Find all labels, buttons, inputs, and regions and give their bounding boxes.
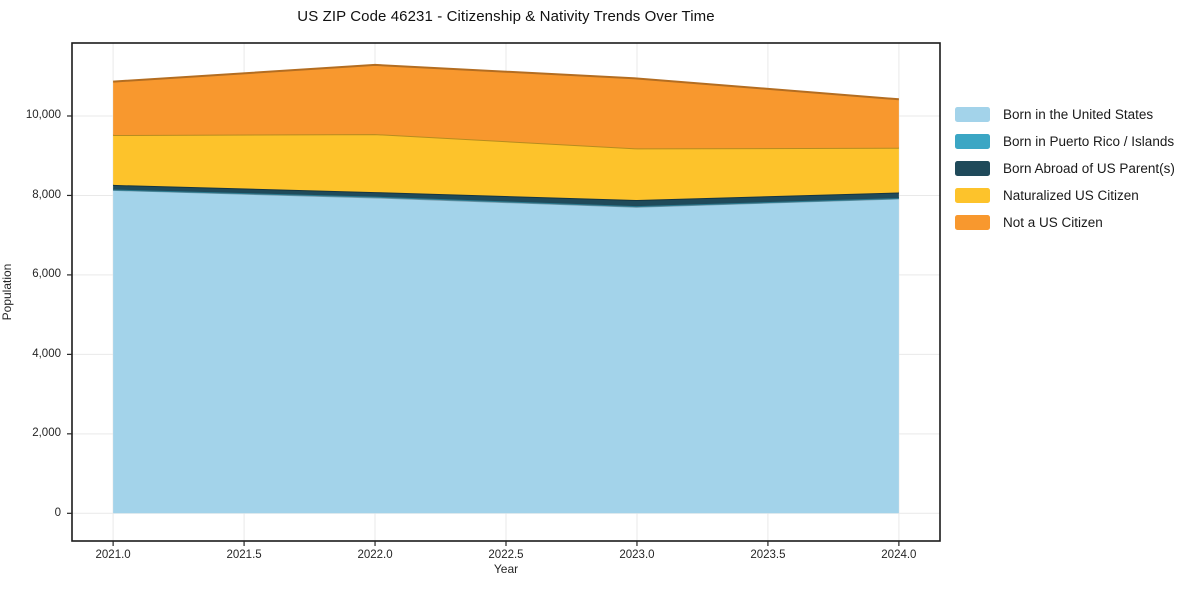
legend-item-0: Born in the United States — [955, 105, 1175, 123]
legend-label: Not a US Citizen — [1003, 214, 1103, 230]
y-tick-label: 4,000 — [32, 347, 61, 360]
legend-swatch — [955, 214, 990, 230]
area-series-3 — [113, 134, 899, 201]
x-tick-label: 2024.0 — [881, 549, 917, 561]
legend-label: Born in Puerto Rico / Islands — [1003, 133, 1175, 149]
x-tick-label: 2022.0 — [357, 549, 393, 561]
x-axis-label: Year — [493, 562, 519, 576]
legend-item-1: Born in Puerto Rico / Islands — [955, 132, 1175, 150]
chart-title: US ZIP Code 46231 - Citizenship & Nativi… — [297, 8, 715, 25]
area-series-4 — [113, 64, 899, 149]
area-edge-series-4 — [113, 63, 899, 101]
legend-item-2: Born Abroad of US Parent(s) — [955, 159, 1175, 177]
area-series-2 — [113, 184, 899, 207]
legend-item-4: Not a US Citizen — [955, 213, 1175, 231]
y-tick-label: 6,000 — [32, 268, 61, 281]
y-axis-label: Population — [0, 263, 14, 321]
legend-swatch — [955, 133, 990, 149]
area-series-0 — [113, 189, 899, 514]
y-tick-label: 2,000 — [32, 427, 61, 440]
x-tick-label: 2023.0 — [619, 549, 655, 561]
legend-swatch — [955, 106, 990, 122]
y-tick-label: 8,000 — [32, 188, 61, 201]
legend-label: Born in the United States — [1003, 106, 1154, 122]
x-tick-label: 2021.5 — [226, 549, 262, 561]
x-tick-label: 2021.0 — [95, 549, 131, 561]
legend-label: Naturalized US Citizen — [1003, 187, 1139, 203]
legend-item-3: Naturalized US Citizen — [955, 186, 1175, 204]
x-tick-label: 2023.5 — [750, 549, 786, 561]
y-tick-label: 10,000 — [25, 109, 61, 122]
x-tick-label: 2022.5 — [488, 549, 524, 561]
legend-label: Born Abroad of US Parent(s) — [1003, 160, 1175, 176]
legend: Born in the United States Born in Puerto … — [955, 105, 1175, 231]
legend-swatch — [955, 187, 990, 203]
y-tick-label: 0 — [54, 506, 61, 519]
legend-swatch — [955, 160, 990, 176]
